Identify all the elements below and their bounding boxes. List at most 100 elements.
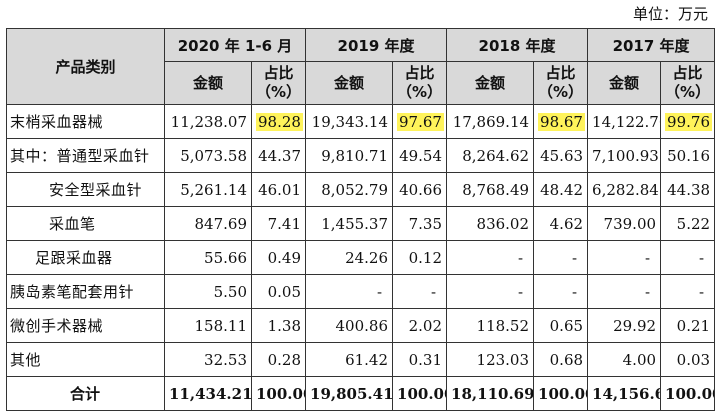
amount-cell: 4.00 — [587, 342, 662, 377]
highlighted-ratio: 97.67 — [397, 112, 444, 131]
ratio-cell: 98.67 — [533, 104, 589, 139]
ratio-cell: 7.35 — [392, 206, 448, 241]
amount-cell: 1,455.37 — [305, 206, 394, 241]
table-row: 末梢采血器械 11,238.07 98.28 19,343.14 97.67 17,869… — [6, 104, 716, 139]
amount-cell: 14,122.76 — [587, 104, 662, 139]
amount-cell: 5,073.58 — [164, 138, 252, 173]
amount-cell: 18,110.69 — [446, 376, 535, 411]
amount-cell: - — [446, 240, 535, 275]
highlighted-ratio: 98.67 — [538, 112, 585, 131]
ratio-cell: 7.41 — [250, 206, 307, 241]
ratio-cell: 0.68 — [533, 342, 589, 377]
row-label: 采血笔 — [6, 206, 165, 241]
ratio-cell: - — [392, 274, 448, 309]
ratio-cell: - — [533, 274, 589, 309]
amount-cell: 19,805.41 — [305, 376, 394, 411]
ratio-cell: 0.12 — [392, 240, 448, 275]
amount-cell: 123.03 — [446, 342, 535, 377]
amount-cell: 118.52 — [446, 308, 535, 343]
amount-cell: 11,238.07 — [164, 104, 252, 139]
amount-cell: 17,869.14 — [446, 104, 535, 139]
ratio-cell: - — [533, 240, 589, 275]
amount-cell: - — [587, 274, 662, 309]
amount-cell: 19,343.14 — [305, 104, 394, 139]
ratio-cell: 98.28 — [250, 104, 307, 139]
ratio-cell: 0.05 — [250, 274, 307, 309]
header-ratio: 占比 （%） — [660, 61, 716, 105]
amount-cell: 32.53 — [164, 342, 252, 377]
amount-cell: - — [446, 274, 535, 309]
ratio-cell: 97.67 — [392, 104, 448, 139]
header-amount: 金额 — [446, 61, 535, 105]
amount-cell: 8,264.62 — [446, 138, 535, 173]
amount-cell: 847.69 — [164, 206, 252, 241]
row-label: 合计 — [6, 376, 165, 411]
ratio-cell: 0.31 — [392, 342, 448, 377]
ratio-cell: 0.03 — [660, 342, 716, 377]
amount-cell: 55.66 — [164, 240, 252, 275]
ratio-cell: 48.42 — [533, 172, 589, 207]
unit-label: 单位：万元 — [632, 5, 708, 23]
header-year-2020h1: 2020 年 1-6 月 — [163, 28, 307, 62]
ratio-cell: 0.65 — [533, 308, 589, 343]
amount-cell: 5,261.14 — [164, 172, 252, 207]
amount-cell: 61.42 — [305, 342, 394, 377]
row-label: 其他 — [6, 342, 165, 377]
amount-cell: - — [587, 240, 662, 275]
header-ratio: 占比 （%） — [250, 61, 307, 105]
ratio-cell: 44.37 — [250, 138, 307, 173]
header-year-2019: 2019 年度 — [305, 28, 448, 62]
table-row: 足跟采血器 55.66 0.49 24.26 0.12- - - - — [6, 240, 716, 275]
ratio-cell: 100.00 — [250, 376, 307, 411]
ratio-cell: 45.63 — [533, 138, 589, 173]
header-amount: 金额 — [164, 61, 252, 105]
ratio-cell: 0.28 — [250, 342, 307, 377]
amount-cell: 158.11 — [164, 308, 252, 343]
amount-cell: - — [305, 274, 394, 309]
ratio-cell: 0.21 — [660, 308, 716, 343]
row-label: 微创手术器械 — [6, 308, 165, 343]
header-year-2018: 2018 年度 — [446, 28, 589, 62]
table-row: 其中：普通型采血针 5,073.58 44.37 9,810.71 49.54 8,264… — [6, 138, 716, 173]
ratio-cell: 1.38 — [250, 308, 307, 343]
header-ratio: 占比 （%） — [392, 61, 448, 105]
row-label: 其中：普通型采血针 — [6, 138, 165, 173]
amount-cell: 836.02 — [446, 206, 535, 241]
amount-cell: 739.00 — [587, 206, 662, 241]
amount-cell: 9,810.71 — [305, 138, 394, 173]
table-row: 胰岛素笔配套用针 5.50 0.05- - - - - - — [6, 274, 716, 309]
ratio-cell: 100.00 — [533, 376, 589, 411]
amount-cell: 400.86 — [305, 308, 394, 343]
header-amount: 金额 — [587, 61, 662, 105]
header-amount: 金额 — [305, 61, 394, 105]
table-row: 采血笔 847.69 7.41 1,455.37 7.35 836.02 4.62 739.0… — [6, 206, 716, 241]
ratio-cell: 50.16 — [660, 138, 716, 173]
amount-cell: 8,768.49 — [446, 172, 535, 207]
header-ratio: 占比 （%） — [533, 61, 589, 105]
amount-cell: 24.26 — [305, 240, 394, 275]
ratio-cell: - — [660, 240, 716, 275]
ratio-cell: 100.00 — [392, 376, 448, 411]
ratio-cell: 0.49 — [250, 240, 307, 275]
ratio-cell: 2.02 — [392, 308, 448, 343]
ratio-cell: 49.54 — [392, 138, 448, 173]
amount-cell: 11,434.21 — [164, 376, 252, 411]
ratio-cell: 46.01 — [250, 172, 307, 207]
highlighted-ratio: 98.28 — [256, 112, 303, 131]
amount-cell: 14,156.68 — [587, 376, 662, 411]
amount-cell: 7,100.93 — [587, 138, 662, 173]
table-row: 微创手术器械 158.11 1.38 400.86 2.02 118.52 0.65 29.9… — [6, 308, 716, 343]
header-category: 产品类别 — [6, 28, 165, 105]
total-row: 合计11,434.21100.0019,805.41100.0018,110.6… — [6, 376, 716, 411]
row-label: 安全型采血针 — [6, 172, 165, 207]
ratio-cell: 44.38 — [660, 172, 716, 207]
ratio-cell: - — [660, 274, 716, 309]
amount-cell: 29.92 — [587, 308, 662, 343]
ratio-cell: 100.00 — [660, 376, 716, 411]
header-year-2017: 2017 年度 — [587, 28, 716, 62]
row-label: 胰岛素笔配套用针 — [6, 274, 165, 309]
amount-cell: 6,282.84 — [587, 172, 662, 207]
ratio-cell: 4.62 — [533, 206, 589, 241]
row-label: 足跟采血器 — [6, 240, 165, 275]
ratio-cell: 40.66 — [392, 172, 448, 207]
